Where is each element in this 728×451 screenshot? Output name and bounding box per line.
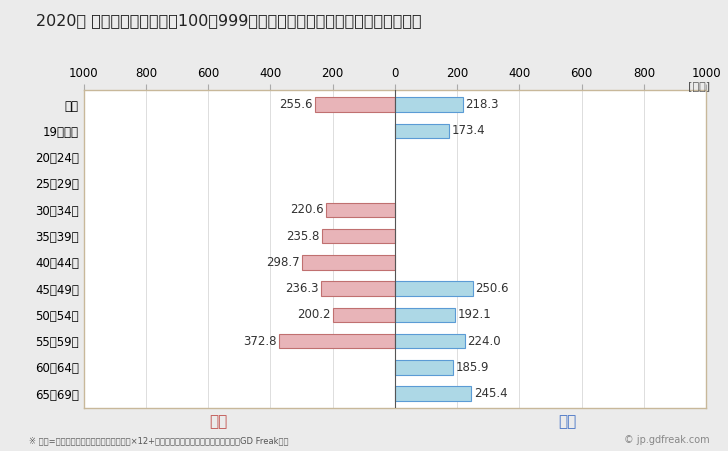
Bar [322, 229, 395, 243]
Bar [302, 255, 395, 270]
Text: 2020年 民間企業（従業者数100〜999人）フルタイム労働者の男女別平均年収: 2020年 民間企業（従業者数100〜999人）フルタイム労働者の男女別平均年収 [36, 14, 422, 28]
Text: 200.2: 200.2 [296, 308, 330, 322]
Bar [326, 202, 395, 217]
Text: 185.9: 185.9 [455, 361, 488, 374]
Text: 250.6: 250.6 [475, 282, 509, 295]
Text: 220.6: 220.6 [290, 203, 324, 216]
Text: 255.6: 255.6 [280, 98, 313, 111]
Text: © jp.gdfreak.com: © jp.gdfreak.com [624, 435, 710, 445]
Text: [万円]: [万円] [688, 81, 710, 91]
Text: ※ 年収=「きまって支給する現金給与額」×12+「年間賞与その他特別給与額」としてGD Freak推計: ※ 年収=「きまって支給する現金給与額」×12+「年間賞与その他特別給与額」とし… [29, 436, 288, 445]
Bar [395, 281, 473, 296]
Bar [315, 97, 395, 112]
Bar [321, 281, 395, 296]
Bar [279, 334, 395, 348]
Text: 192.1: 192.1 [457, 308, 491, 322]
Text: 298.7: 298.7 [266, 256, 299, 269]
Text: 372.8: 372.8 [243, 335, 277, 348]
Text: 女性: 女性 [209, 414, 228, 429]
Bar [333, 308, 395, 322]
Text: 218.3: 218.3 [465, 98, 499, 111]
Bar [395, 360, 453, 375]
Text: 224.0: 224.0 [467, 335, 501, 348]
Bar [395, 387, 471, 401]
Text: 236.3: 236.3 [285, 282, 319, 295]
Text: 235.8: 235.8 [285, 230, 319, 243]
Text: 173.4: 173.4 [451, 124, 485, 138]
Text: 245.4: 245.4 [474, 387, 507, 400]
Text: 男性: 男性 [558, 414, 577, 429]
Bar [395, 124, 449, 138]
Bar [395, 334, 464, 348]
Bar [395, 308, 455, 322]
Bar [395, 97, 463, 112]
